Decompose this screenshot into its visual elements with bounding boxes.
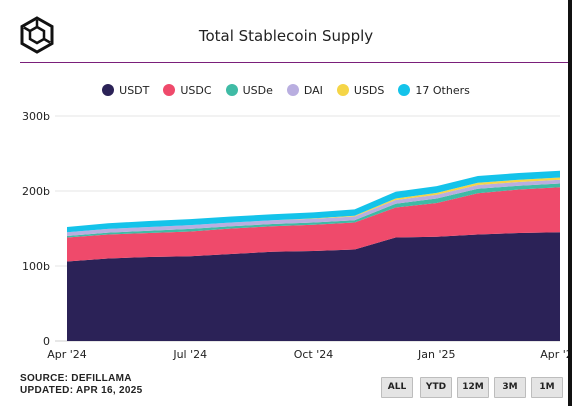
x-tick-label: Oct '24 <box>294 348 334 361</box>
legend-label: USDS <box>353 84 385 97</box>
legend-swatch <box>336 84 349 96</box>
x-tick-label: Apr '25 <box>540 348 568 361</box>
range-button-12m[interactable]: 12M <box>457 377 489 398</box>
legend-swatch <box>398 84 411 96</box>
x-tick-label: Jul '24 <box>172 348 207 361</box>
area-series-dai <box>67 179 560 236</box>
y-tick-label: 200b <box>22 185 50 198</box>
legend-item-3[interactable]: DAI <box>286 84 323 97</box>
legend-swatch <box>225 84 238 96</box>
area-series-usdc <box>67 187 560 262</box>
y-tick-label: 100b <box>22 260 50 273</box>
range-button-group: ALL YTD 12M 3M 1M <box>381 376 568 398</box>
range-button-1m[interactable]: 1M <box>531 377 563 398</box>
y-tick-label: 0 <box>43 335 50 348</box>
y-tick-label: 300b <box>22 110 50 123</box>
legend-label: 17 Others <box>415 84 470 97</box>
source-text: SOURCE: DEFILLAMA <box>20 373 132 384</box>
legend-label: USDT <box>119 84 150 97</box>
range-button-3m[interactable]: 3M <box>494 377 526 398</box>
legend-item-0[interactable]: USDT <box>102 84 149 97</box>
range-button-all[interactable]: ALL <box>381 377 413 398</box>
chart-title: Total Stablecoin Supply <box>198 27 374 45</box>
legend-swatch <box>163 84 176 96</box>
legend-label: USDC <box>180 84 212 97</box>
legend-item-1[interactable]: USDC <box>163 84 212 97</box>
area-series-usde <box>67 183 560 238</box>
chart-footer: SOURCE: DEFILLAMA UPDATED: APR 16, 2025 <box>20 373 142 397</box>
legend-label: USDe <box>242 84 273 97</box>
stacked-area-chart: 0 100b 200b 300b Apr '24 Jul '24 Oct '24 Jan '2… <box>22 110 568 361</box>
legend-swatch <box>102 84 115 96</box>
legend-item-5[interactable]: 17 Others <box>398 84 470 97</box>
area-series-17-others <box>67 170 560 233</box>
legend-item-2[interactable]: USDe <box>225 84 273 97</box>
legend-label: DAI <box>303 84 323 97</box>
title-divider <box>20 62 568 63</box>
x-tick-label: Jan '25 <box>417 348 455 361</box>
x-tick-label: Apr '24 <box>47 348 87 361</box>
updated-text: UPDATED: APR 16, 2025 <box>20 385 143 396</box>
range-button-ytd[interactable]: YTD <box>420 377 452 398</box>
window-edge <box>568 0 572 406</box>
legend-item-4[interactable]: USDS <box>336 84 385 97</box>
legend-swatch <box>286 84 299 96</box>
area-series-usdt <box>67 232 560 341</box>
chart-legend: USDT USDC USDe DAI USDS 17 Others <box>0 84 572 97</box>
hexagon-cube-logo-icon <box>20 16 54 54</box>
